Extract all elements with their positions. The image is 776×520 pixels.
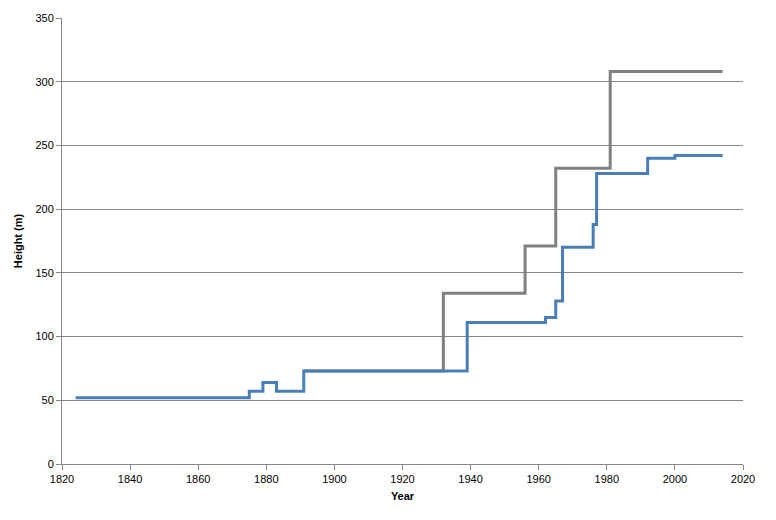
svg-text:350: 350: [35, 12, 53, 24]
svg-text:1960: 1960: [526, 473, 550, 485]
svg-text:0: 0: [48, 458, 54, 470]
svg-text:2020: 2020: [731, 473, 755, 485]
svg-text:1980: 1980: [595, 473, 619, 485]
svg-text:2000: 2000: [663, 473, 687, 485]
svg-text:50: 50: [42, 394, 54, 406]
svg-text:250: 250: [35, 139, 53, 151]
svg-text:1940: 1940: [458, 473, 482, 485]
svg-text:1880: 1880: [254, 473, 278, 485]
svg-text:100: 100: [35, 330, 53, 342]
svg-text:Year: Year: [391, 490, 415, 502]
svg-text:1820: 1820: [50, 473, 74, 485]
svg-text:1860: 1860: [186, 473, 210, 485]
svg-text:1920: 1920: [390, 473, 414, 485]
svg-text:200: 200: [35, 203, 53, 215]
svg-text:1900: 1900: [322, 473, 346, 485]
svg-text:1840: 1840: [118, 473, 142, 485]
svg-text:Height (m): Height (m): [12, 213, 24, 268]
svg-text:300: 300: [35, 76, 53, 88]
svg-text:150: 150: [35, 267, 53, 279]
